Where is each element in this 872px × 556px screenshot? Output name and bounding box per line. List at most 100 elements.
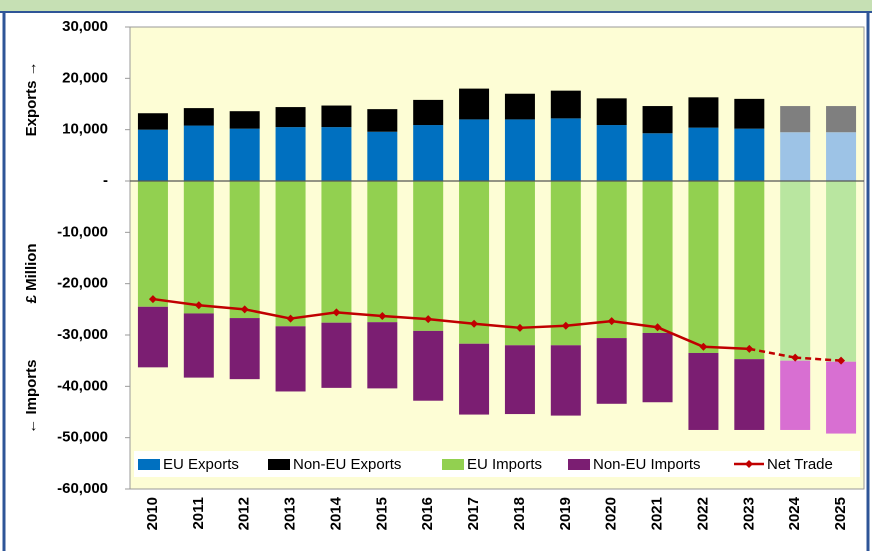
bar xyxy=(229,181,260,319)
bar xyxy=(275,326,306,392)
bar xyxy=(596,125,627,181)
bar xyxy=(596,98,627,126)
bar xyxy=(780,360,811,430)
bar xyxy=(321,322,352,388)
bar xyxy=(826,181,857,362)
legend-label: EU Exports xyxy=(163,456,239,473)
net-trade-point xyxy=(424,315,433,324)
x-tick-label: 2018 xyxy=(511,497,528,530)
net-trade-point xyxy=(515,323,524,332)
bar xyxy=(596,338,627,404)
bar xyxy=(550,90,581,119)
bar xyxy=(459,119,490,181)
bar xyxy=(321,127,352,181)
bar xyxy=(688,181,719,353)
bar xyxy=(137,306,168,368)
bar xyxy=(137,113,168,130)
bar xyxy=(183,125,214,181)
x-tick-label: 2025 xyxy=(832,497,849,530)
y-tick-label: -50,000 xyxy=(57,429,108,446)
bar xyxy=(367,322,398,389)
bar xyxy=(459,88,490,120)
bar xyxy=(550,181,581,346)
bar xyxy=(504,345,535,415)
net-trade-line xyxy=(152,297,750,351)
bar xyxy=(780,181,811,361)
bar xyxy=(229,111,260,129)
legend-swatch xyxy=(138,459,160,470)
bar xyxy=(734,359,765,430)
x-tick-label: 2022 xyxy=(694,497,711,530)
bar xyxy=(734,181,765,360)
net-trade-point xyxy=(148,295,157,304)
bar xyxy=(550,345,581,416)
bar xyxy=(550,118,581,181)
x-tick-label: 2014 xyxy=(327,496,344,530)
net-trade-point xyxy=(286,314,295,323)
x-tick-label: 2012 xyxy=(236,497,253,530)
y-tick-label: 10,000 xyxy=(62,121,108,138)
y-tick-label: -20,000 xyxy=(57,275,108,292)
bar xyxy=(504,93,535,120)
bar xyxy=(688,97,719,128)
net-trade-point xyxy=(699,342,708,351)
legend-label: Net Trade xyxy=(767,456,833,473)
y-tick-label: -40,000 xyxy=(57,377,108,394)
x-tick-label: 2017 xyxy=(465,497,482,530)
x-tick-label: 2016 xyxy=(419,497,436,530)
y-tick-label: -30,000 xyxy=(57,326,108,343)
net-trade-point xyxy=(653,323,662,332)
bar xyxy=(413,125,444,181)
y-axis-label: Exports → xyxy=(23,61,40,136)
bar xyxy=(367,131,398,181)
x-tick-label: 2010 xyxy=(144,497,161,530)
net-trade-point xyxy=(745,344,754,353)
net-trade-point xyxy=(240,305,249,314)
bar xyxy=(137,181,168,307)
bar xyxy=(275,127,306,181)
bar xyxy=(183,108,214,126)
net-trade-point xyxy=(378,312,387,321)
y-tick-label: -60,000 xyxy=(57,480,108,497)
x-tick-label: 2019 xyxy=(557,497,574,530)
bar xyxy=(183,313,214,378)
bar xyxy=(642,181,673,333)
bar xyxy=(137,129,168,181)
x-tick-label: 2023 xyxy=(740,497,757,530)
net-trade-point xyxy=(791,353,800,362)
bar xyxy=(780,106,811,133)
net-trade-forecast xyxy=(749,347,842,362)
bar xyxy=(275,107,306,128)
legend-label: Non-EU Exports xyxy=(293,456,401,473)
bar xyxy=(183,181,214,314)
legend-swatch xyxy=(442,459,464,470)
bar xyxy=(413,330,444,401)
bar xyxy=(459,343,490,415)
y-axis-label: ← Imports xyxy=(23,360,40,434)
bar xyxy=(367,109,398,132)
bar xyxy=(229,128,260,181)
bar xyxy=(321,181,352,323)
bar xyxy=(826,106,857,133)
x-tick-label: 2020 xyxy=(603,497,620,530)
bar xyxy=(688,127,719,181)
x-tick-label: 2013 xyxy=(282,497,299,530)
bar xyxy=(734,98,765,129)
bar xyxy=(826,361,857,434)
bar xyxy=(642,133,673,181)
net-trade-point xyxy=(470,319,479,328)
y-tick-label: -10,000 xyxy=(57,223,108,240)
net-trade-point xyxy=(332,308,341,317)
legend-swatch xyxy=(568,459,590,470)
bar xyxy=(275,181,306,327)
bar xyxy=(642,332,673,403)
net-trade-point xyxy=(561,321,570,330)
bar xyxy=(459,181,490,344)
bar xyxy=(688,352,719,430)
bar xyxy=(504,181,535,346)
bar xyxy=(826,132,857,181)
bar xyxy=(642,106,673,134)
bar xyxy=(367,181,398,323)
x-tick-label: 2024 xyxy=(786,496,803,530)
